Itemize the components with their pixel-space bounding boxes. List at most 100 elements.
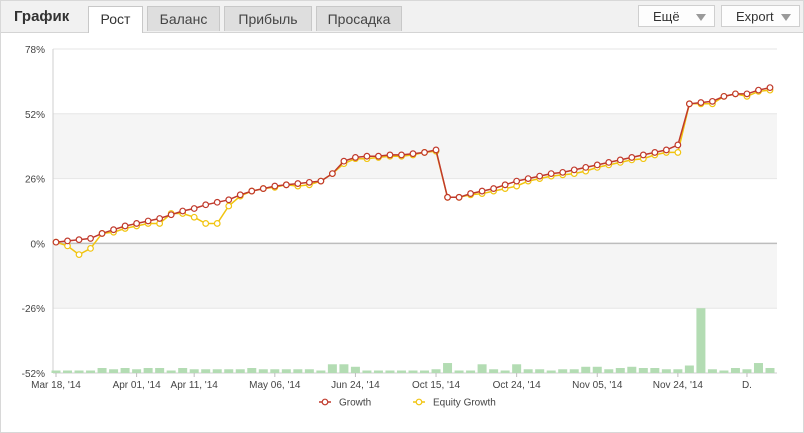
export-dropdown-button[interactable]: Export	[721, 5, 800, 27]
growth-point	[375, 152, 382, 160]
volume-bar	[615, 368, 625, 373]
x-tick-label: Jun 24, '14	[331, 380, 380, 391]
growth-point	[547, 170, 555, 178]
y-axis-ticks: 78% 52% 26% 0% -26% -52%	[22, 45, 45, 380]
growth-point	[467, 190, 474, 197]
tab-balance[interactable]: Баланс	[147, 6, 220, 31]
legend-marker	[321, 398, 329, 406]
growth-point	[386, 151, 394, 159]
growth-point	[225, 196, 233, 204]
volume-bar	[132, 369, 142, 373]
growth-point	[524, 175, 532, 183]
chart-bands	[53, 113, 777, 309]
volume-bar	[281, 369, 291, 373]
volume-bar	[63, 370, 73, 373]
x-tick-label: Nov 05, '14	[572, 380, 623, 391]
volume-bar	[638, 368, 648, 373]
volume-bar	[304, 369, 314, 373]
growth-point	[87, 235, 94, 242]
grid-band	[53, 243, 777, 309]
chart-legend: Growth Equity Growth	[319, 398, 496, 409]
growth-point	[121, 222, 129, 230]
tab-growth[interactable]: Рост	[88, 6, 143, 33]
growth-point	[317, 177, 325, 185]
volume-bar	[316, 370, 326, 373]
volume-bar	[489, 369, 499, 373]
growth-point	[685, 100, 693, 108]
volume-bar	[86, 370, 96, 373]
volume-bar	[466, 370, 476, 373]
grid-band	[53, 113, 777, 179]
equity-growth-point	[75, 251, 83, 259]
growth-point	[490, 185, 498, 192]
tab-profit[interactable]: Прибыль	[224, 6, 312, 31]
x-tick-label: Oct 24, '14	[493, 380, 541, 391]
volume-bar	[650, 368, 660, 373]
growth-point	[398, 151, 405, 159]
growth-point	[248, 187, 256, 195]
growth-point	[732, 90, 739, 98]
equity-growth-point	[225, 202, 233, 210]
growth-point	[75, 236, 83, 244]
growth-point	[709, 97, 716, 105]
volume-bar	[339, 364, 349, 373]
volume-bar	[51, 370, 61, 373]
growth-point	[674, 141, 682, 149]
volume-bar	[224, 369, 234, 373]
volume-bar	[627, 366, 637, 373]
y-tick-label: -52%	[22, 369, 45, 380]
y-tick-label: -26%	[22, 304, 45, 315]
growth-point	[363, 152, 371, 160]
volume-bar	[558, 369, 568, 373]
volume-bar	[500, 370, 510, 373]
volume-bar	[385, 370, 395, 373]
volume-bar	[373, 370, 383, 373]
growth-point	[110, 226, 117, 234]
legend-label: Equity Growth	[433, 398, 496, 409]
chevron-down-icon	[781, 14, 791, 21]
volume-bar	[420, 370, 430, 373]
volume-bar	[189, 369, 199, 373]
growth-point	[133, 220, 141, 227]
growth-point	[513, 177, 521, 185]
more-dropdown-button[interactable]: Ещё	[638, 5, 715, 27]
growth-point	[179, 207, 187, 215]
growth-point	[64, 237, 71, 245]
equity-growth-point	[213, 220, 221, 227]
x-tick-label: May 06, '14	[249, 380, 301, 391]
growth-point	[202, 201, 210, 209]
growth-point	[444, 193, 451, 201]
equity-growth-point	[202, 220, 210, 227]
x-tick-label: Mar 18, '14	[31, 380, 81, 391]
volume-bar	[569, 369, 579, 373]
volume-bar	[109, 369, 119, 373]
legend-label: Growth	[339, 398, 371, 409]
volume-bar	[673, 369, 683, 373]
growth-point	[755, 86, 762, 94]
equity-growth-point	[674, 149, 682, 156]
equity-growth-point	[87, 244, 94, 252]
y-tick-label: 0%	[31, 239, 46, 250]
volume-bar	[512, 364, 522, 373]
tab-drawdown[interactable]: Просадка	[316, 6, 402, 31]
chart-bars	[51, 308, 775, 373]
chart-header: График Рост Баланс Прибыль Просадка Ещё …	[1, 1, 803, 33]
volume-bar	[270, 369, 280, 373]
export-label: Export	[736, 9, 774, 24]
volume-bar	[408, 370, 418, 373]
volume-bar	[350, 366, 360, 373]
volume-bar	[258, 369, 268, 373]
volume-bar	[155, 368, 165, 373]
volume-bar	[396, 370, 406, 373]
volume-bar	[143, 368, 153, 373]
volume-bar	[247, 368, 257, 373]
volume-bar	[707, 369, 717, 373]
growth-point	[259, 185, 267, 192]
chevron-down-icon	[696, 14, 706, 21]
volume-bar	[765, 368, 775, 373]
volume-bar	[581, 366, 591, 373]
x-tick-label: Apr 01, '14	[113, 380, 161, 391]
growth-point	[167, 211, 175, 219]
